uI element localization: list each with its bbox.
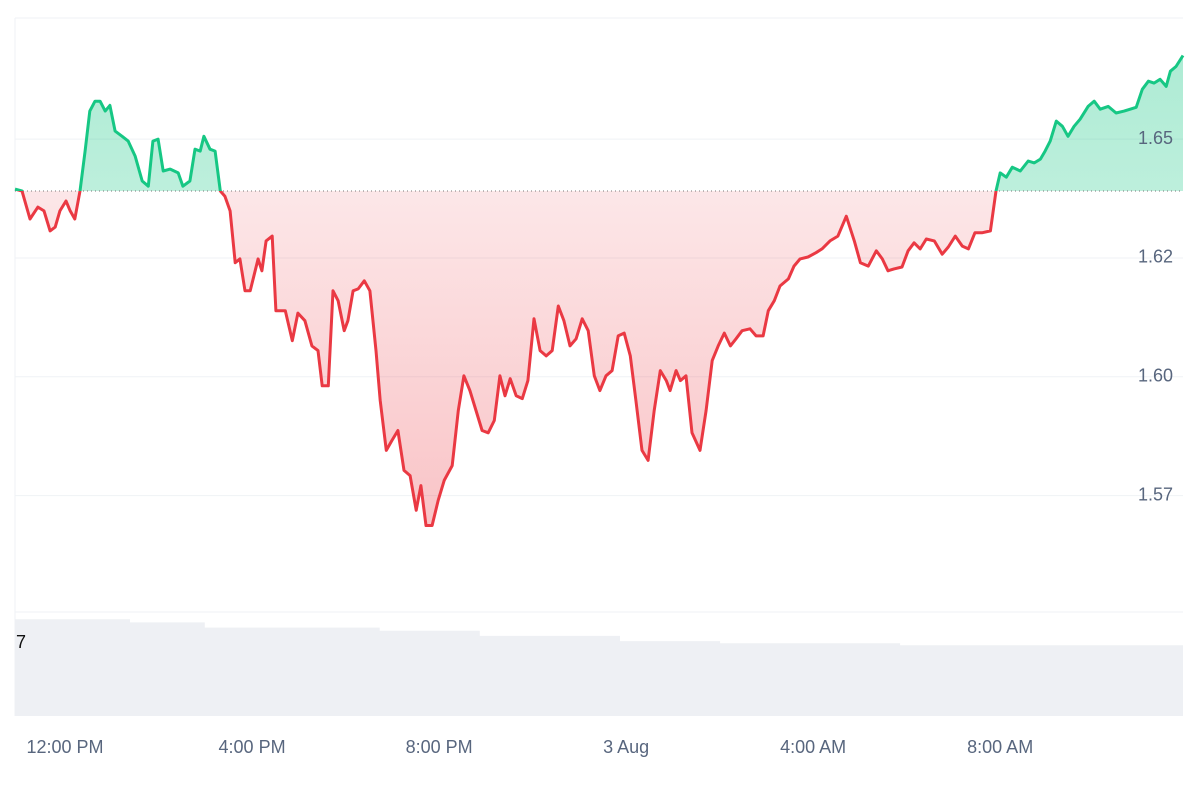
volume-area — [15, 619, 1183, 716]
x-tick-label: 4:00 AM — [780, 737, 846, 757]
x-tick-label: 12:00 PM — [27, 737, 104, 757]
volume-tick-label: 7 — [16, 632, 26, 652]
line-up — [14, 54, 1185, 191]
area-up — [15, 55, 1183, 191]
x-tick-label: 8:00 PM — [406, 737, 473, 757]
line-down — [16, 190, 998, 527]
y-tick-label: 1.57 — [1138, 484, 1173, 504]
y-tick-label: 1.62 — [1138, 247, 1173, 267]
x-tick-label: 3 Aug — [603, 737, 649, 757]
area-down — [15, 190, 1183, 526]
y-tick-label: 1.60 — [1138, 366, 1173, 386]
x-tick-label: 4:00 PM — [219, 737, 286, 757]
x-tick-label: 8:00 AM — [967, 737, 1033, 757]
y-tick-label: 1.65 — [1138, 128, 1173, 148]
